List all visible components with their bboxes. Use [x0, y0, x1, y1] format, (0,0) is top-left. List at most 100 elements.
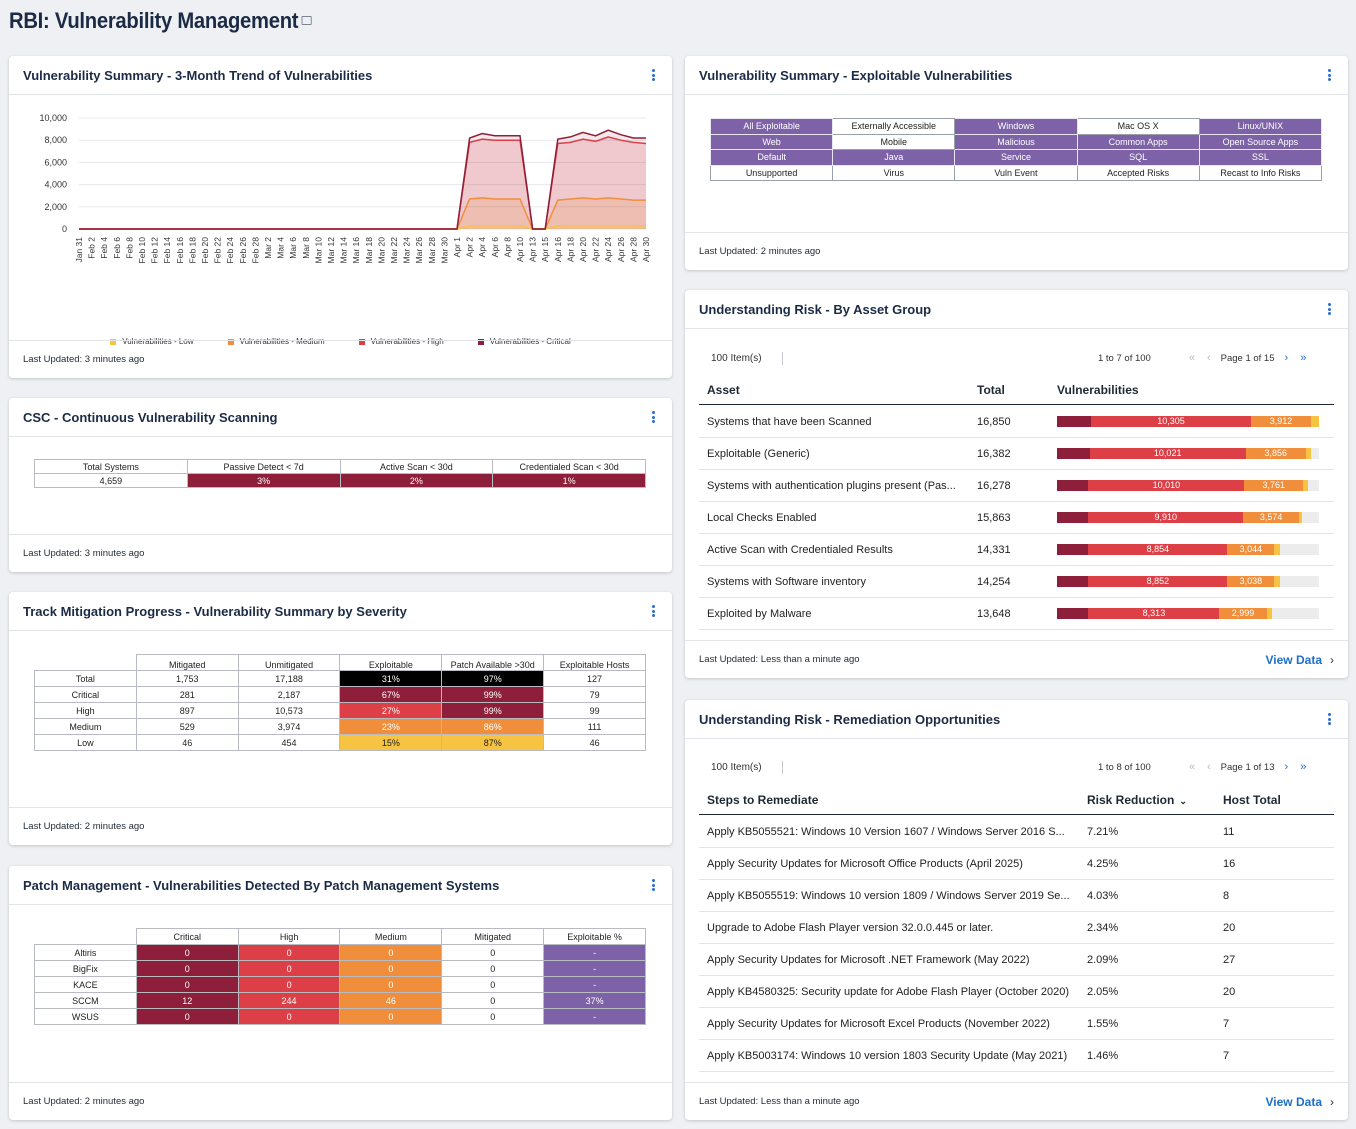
patch-cell[interactable]: 0 — [339, 944, 443, 961]
table-row[interactable]: Exploited by Malware 13,648 8,313 2,999 — [699, 598, 1334, 630]
mitigation-cell[interactable]: 31% — [339, 670, 443, 687]
col-asset[interactable]: Asset — [707, 382, 740, 397]
asset-group-menu-icon[interactable] — [1324, 302, 1334, 316]
exploitable-grid-cell[interactable]: Service — [954, 149, 1078, 166]
csc-value-cell[interactable]: 3% — [186, 473, 341, 488]
mitigation-cell[interactable]: 454 — [237, 734, 341, 751]
bar-segment-low[interactable] — [1274, 544, 1280, 555]
patch-cell[interactable]: 244 — [237, 992, 341, 1009]
mitigation-cell[interactable]: 46 — [135, 734, 239, 751]
bar-segment-critical[interactable] — [1057, 448, 1090, 459]
exploitable-grid-cell[interactable]: Mobile — [832, 133, 956, 150]
exploitable-grid-cell[interactable]: Windows — [954, 118, 1078, 135]
mitigation-cell[interactable]: 529 — [135, 718, 239, 735]
mitigation-cell[interactable]: 1,753 — [135, 670, 239, 687]
first-page-icon[interactable]: « — [1188, 352, 1195, 364]
bar-segment-medium[interactable]: 3,912 — [1250, 416, 1312, 427]
bar-segment-low[interactable] — [1303, 480, 1309, 491]
col-steps[interactable]: Steps to Remediate — [707, 792, 819, 807]
mitigation-cell[interactable]: 99% — [441, 686, 545, 703]
patch-cell[interactable]: 0 — [339, 960, 443, 977]
table-row[interactable]: Systems with Software inventory 14,254 8,8… — [699, 566, 1334, 598]
mitigation-cell[interactable]: 281 — [135, 686, 239, 703]
col-risk-reduction[interactable]: Risk Reduction ⌄ — [1087, 793, 1223, 807]
patch-cell[interactable]: 0 — [339, 1008, 443, 1025]
vulnerability-bar[interactable]: 8,852 3,038 — [1057, 576, 1319, 587]
patch-cell[interactable]: 0 — [135, 960, 239, 977]
legend-item[interactable]: Vulnerabilities - Medium — [227, 337, 325, 346]
exploitable-grid-cell[interactable]: Vuln Event — [954, 164, 1078, 181]
patch-cell[interactable]: 37% — [543, 992, 646, 1009]
patch-cell[interactable]: 0 — [237, 960, 341, 977]
table-row[interactable]: Apply Security Updates for Microsoft Exc… — [699, 1008, 1334, 1040]
table-row[interactable]: Exploitable (Generic) 16,382 10,021 3,856 — [699, 438, 1334, 470]
csc-value-cell[interactable]: 4,659 — [34, 473, 188, 488]
patch-cell[interactable]: 0 — [339, 976, 443, 993]
patch-cell[interactable]: - — [543, 1008, 646, 1025]
mitigation-menu-icon[interactable] — [648, 604, 658, 618]
mitigation-cell[interactable]: 111 — [543, 718, 646, 735]
mitigation-cell[interactable]: 15% — [339, 734, 443, 751]
csc-value-cell[interactable]: 1% — [492, 473, 646, 488]
asset-group-view-data-link[interactable]: View Data › — [1266, 653, 1334, 667]
bar-segment-critical[interactable] — [1057, 608, 1089, 619]
exploitable-grid-cell[interactable]: Unsupported — [709, 164, 834, 181]
exploitable-grid-cell[interactable]: Malicious — [954, 133, 1078, 150]
patch-cell[interactable]: 0 — [237, 944, 341, 961]
mitigation-cell[interactable]: 86% — [441, 718, 545, 735]
mitigation-cell[interactable]: 17,188 — [237, 670, 341, 687]
patch-cell[interactable]: 0 — [135, 1008, 239, 1025]
patch-cell[interactable]: - — [543, 976, 646, 993]
exploitable-grid-cell[interactable]: All Exploitable — [709, 118, 834, 135]
table-row[interactable]: Apply Security Updates for Microsoft .NE… — [699, 944, 1334, 976]
patch-cell[interactable]: 0 — [441, 992, 545, 1009]
bar-segment-critical[interactable] — [1057, 576, 1089, 587]
bar-segment-high[interactable]: 8,854 — [1088, 544, 1228, 555]
next-page-icon[interactable]: › — [1284, 352, 1289, 364]
legend-item[interactable]: Vulnerabilities - Low — [110, 337, 194, 346]
table-row[interactable]: Active Scan with Credentialed Results 14,… — [699, 534, 1334, 566]
table-row[interactable]: Upgrade to Adobe Flash Player version 32… — [699, 912, 1334, 944]
patch-cell[interactable]: - — [543, 944, 646, 961]
patch-cell[interactable]: 0 — [441, 1008, 545, 1025]
bar-segment-low[interactable] — [1266, 608, 1272, 619]
legend-item[interactable]: Vulnerabilities - High — [358, 337, 444, 346]
patch-cell[interactable]: 0 — [135, 944, 239, 961]
mitigation-cell[interactable]: 10,573 — [237, 702, 341, 719]
col-vulnerabilities[interactable]: Vulnerabilities — [1057, 382, 1139, 397]
table-row[interactable]: Systems with authentication plugins pres… — [699, 470, 1334, 502]
patch-cell[interactable]: 0 — [441, 944, 545, 961]
bar-segment-critical[interactable] — [1057, 416, 1092, 427]
bar-segment-high[interactable]: 10,010 — [1088, 480, 1245, 491]
bar-segment-medium[interactable]: 3,856 — [1245, 448, 1306, 459]
bar-segment-high[interactable]: 9,910 — [1088, 512, 1244, 523]
exploitable-menu-icon[interactable] — [1324, 68, 1334, 82]
csc-menu-icon[interactable] — [648, 410, 658, 424]
patch-menu-icon[interactable] — [648, 878, 658, 892]
bar-segment-medium[interactable]: 3,038 — [1227, 576, 1275, 587]
bar-segment-critical[interactable] — [1057, 480, 1089, 491]
col-host-total[interactable]: Host Total — [1223, 792, 1281, 807]
bar-segment-medium[interactable]: 3,044 — [1227, 544, 1275, 555]
table-row[interactable]: Apply KB5055521: Windows 10 Version 1607… — [699, 816, 1334, 848]
exploitable-grid-cell[interactable]: Common Apps — [1076, 133, 1200, 150]
bar-segment-critical[interactable] — [1057, 512, 1089, 523]
mitigation-cell[interactable]: 46 — [543, 734, 646, 751]
vulnerability-bar[interactable]: 8,854 3,044 — [1057, 544, 1319, 555]
exploitable-grid-cell[interactable]: SQL — [1076, 149, 1200, 166]
exploitable-grid-cell[interactable]: Linux/UNIX — [1198, 118, 1323, 135]
exploitable-grid-cell[interactable]: Mac OS X — [1076, 118, 1200, 135]
patch-cell[interactable]: - — [543, 960, 646, 977]
patch-cell[interactable]: 0 — [237, 976, 341, 993]
patch-cell[interactable]: 0 — [441, 976, 545, 993]
vulnerability-bar[interactable]: 10,021 3,856 — [1057, 448, 1319, 459]
patch-cell[interactable]: 0 — [441, 960, 545, 977]
mitigation-cell[interactable]: 127 — [543, 670, 646, 687]
last-page-icon[interactable]: » — [1300, 761, 1307, 773]
exploitable-grid-cell[interactable]: Accepted Risks — [1076, 164, 1200, 181]
bar-segment-high[interactable]: 8,313 — [1088, 608, 1220, 619]
bar-segment-low[interactable] — [1311, 416, 1319, 427]
exploitable-grid-cell[interactable]: Externally Accessible — [832, 118, 956, 135]
mitigation-cell[interactable]: 897 — [135, 702, 239, 719]
exploitable-grid-cell[interactable]: Recast to Info Risks — [1198, 164, 1323, 181]
